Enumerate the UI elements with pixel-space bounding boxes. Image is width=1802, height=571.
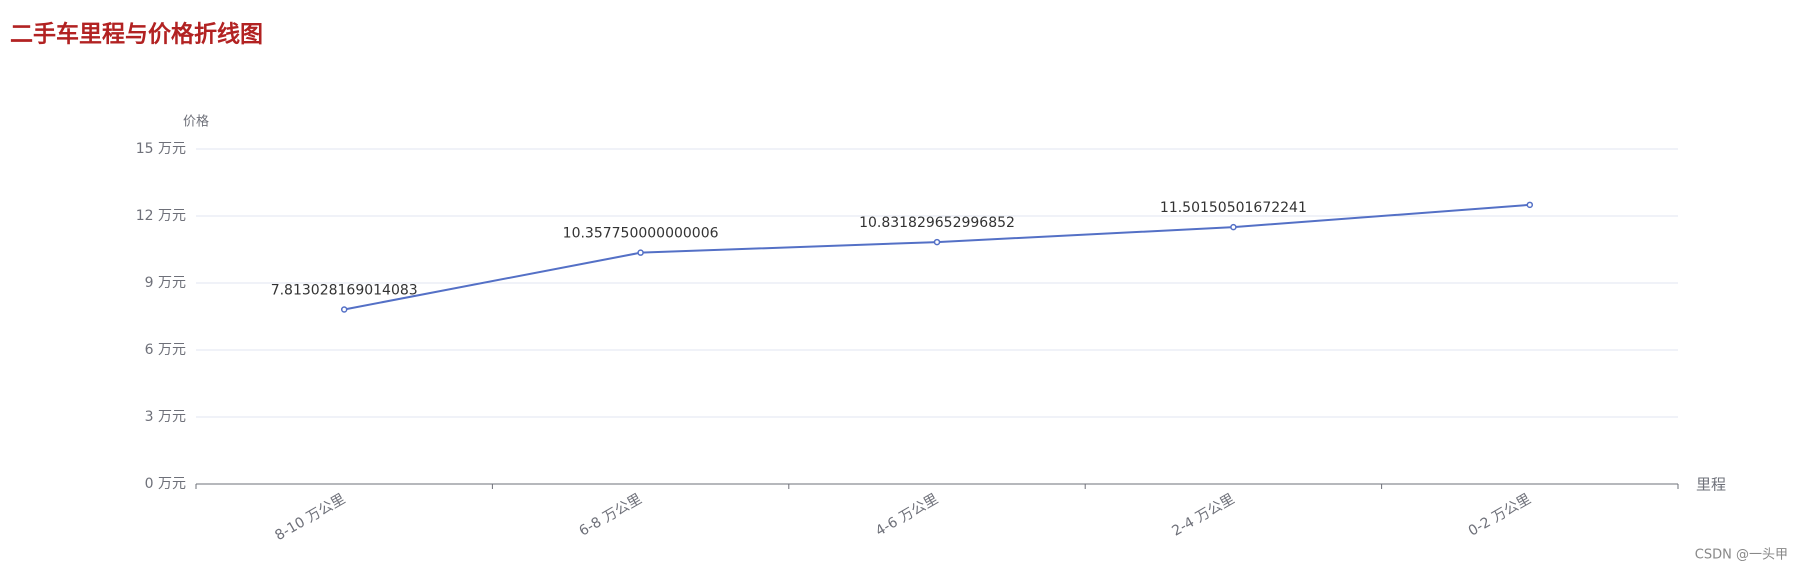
x-tick-label: 0-2 万公里 [1466,491,1534,540]
x-axis-label: 里程 [1696,476,1726,494]
chart-title: 二手车里程与价格折线图 [10,21,263,48]
watermark: CSDN @一头甲 [1695,548,1788,563]
x-tick-label: 6-8 万公里 [577,491,645,540]
point [1230,223,1237,231]
y-tick-label: 9 万元 [145,275,186,291]
point [1526,201,1534,209]
data-label: 11.50150501672241 [1160,200,1307,216]
point [637,249,644,256]
y-axis-label: 价格 [183,114,209,130]
y-tick-label: 6 万元 [145,342,186,358]
data-label: 10.357750000000006 [563,226,719,242]
y-tick-label: 15 万元 [136,141,186,157]
x-tick-label: 8-10 万公里 [272,491,348,544]
data-label: 10.831829652996852 [859,215,1015,231]
x-tick-label: 4-6 万公里 [873,491,941,540]
y-tick-label: 12 万元 [136,208,186,224]
y-tick-label: 3 万元 [145,409,186,425]
point [933,238,941,246]
data-label: 7.813028169014083 [271,283,418,299]
point [340,306,348,313]
x-tick-label: 2-4 万公里 [1169,491,1237,540]
y-tick-label: 0 万元 [145,476,186,492]
